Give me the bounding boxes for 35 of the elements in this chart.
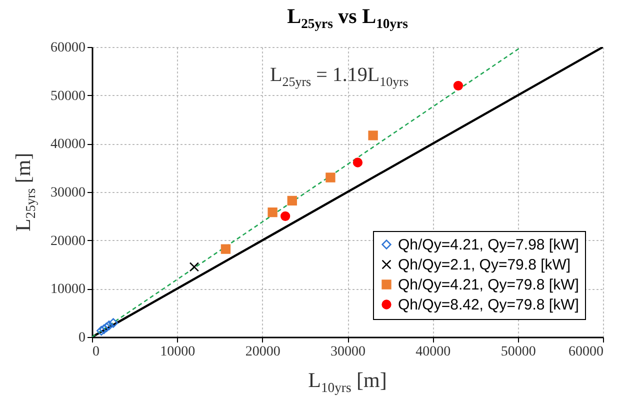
x-tick-label: 60000	[568, 344, 604, 360]
point	[368, 130, 378, 140]
y-tick-label: 30000	[50, 186, 86, 200]
legend-label: Qh/Qy=8.42, Qy=79.8 [kW]	[398, 296, 579, 314]
y-tick-label: 20000	[50, 234, 86, 249]
x-tick-label: 40000	[416, 344, 451, 360]
x-tick-label: 20000	[245, 344, 280, 360]
legend-label: Qh/Qy=2.1, Qy=79.8 [kW]	[398, 256, 571, 274]
x-tick-label: 10000	[160, 344, 196, 360]
y-tick-label: 60000	[50, 40, 86, 56]
annotation: L$_{25yrs}$ = 1.19L$_{10yrs}$	[270, 64, 408, 90]
point	[453, 80, 464, 90]
point	[287, 196, 297, 206]
point	[104, 320, 114, 330]
legend-label: Qh/Qy=4.21, Qy=79.8 [kW]	[398, 276, 579, 294]
point	[96, 326, 106, 336]
y-tick-label: 40000	[50, 137, 86, 152]
point	[352, 158, 363, 168]
point	[99, 324, 109, 334]
point	[220, 244, 231, 254]
point	[189, 262, 200, 272]
y-tick-label: 10000	[50, 282, 86, 298]
y-tick-label: 50000	[50, 88, 86, 104]
y-tick-label: 0	[78, 330, 86, 346]
point	[280, 211, 290, 221]
legend-label: Qh/Qy=4.21, Qy=7.98 [kW]	[398, 236, 579, 254]
x-tick-label: 0	[92, 344, 100, 360]
x-tick-label: 50000	[500, 344, 536, 360]
chart-title: L$_{25yrs}$ vs L$_{10yrs}$	[286, 4, 409, 32]
point	[108, 318, 118, 328]
point	[102, 322, 112, 332]
point	[268, 207, 278, 218]
x-tick-label: 30000	[330, 344, 366, 360]
point	[326, 172, 336, 182]
x-axis-title: L$_{10yrs}$ [m]	[307, 368, 388, 396]
